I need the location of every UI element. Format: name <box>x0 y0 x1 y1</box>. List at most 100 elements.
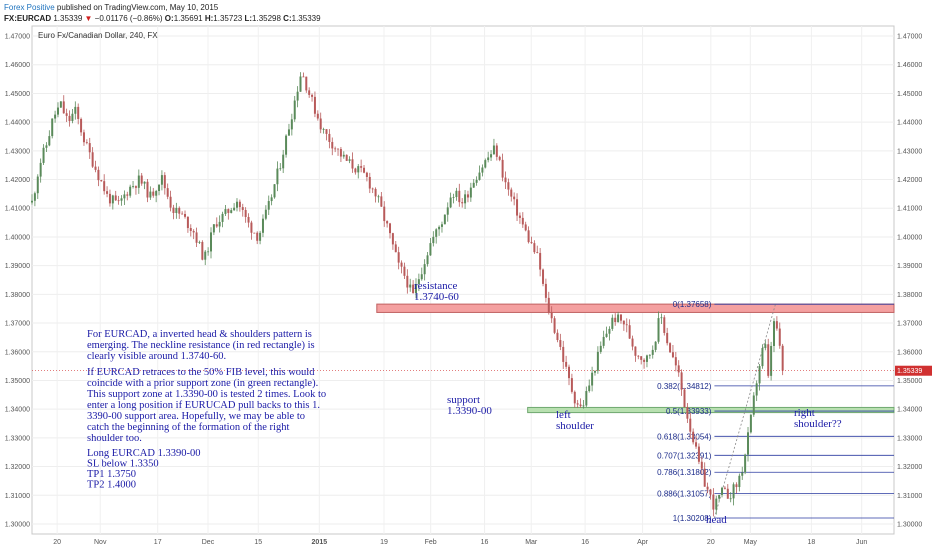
candle-body <box>469 187 472 198</box>
candle-body <box>77 106 80 119</box>
candle-body <box>160 175 163 185</box>
y-tick-label: 1.47000 <box>897 34 922 41</box>
candle-body <box>591 372 594 386</box>
candle-body <box>521 217 524 225</box>
y-tick-label: 1.43000 <box>897 148 922 155</box>
candle-body <box>305 76 308 91</box>
candle-body <box>706 486 709 490</box>
y-tick-label: 1.42000 <box>5 177 30 184</box>
candle-body <box>501 159 504 178</box>
candle-body <box>683 389 686 408</box>
candle-body <box>342 154 345 157</box>
last-price-tag <box>895 365 932 376</box>
candle-body <box>345 154 348 161</box>
candle-body <box>308 90 311 95</box>
candle-body <box>287 129 290 136</box>
candle-body <box>74 106 77 114</box>
candle-body <box>85 142 88 144</box>
y-tick-label: 1.39000 <box>5 263 30 270</box>
candle-body <box>354 168 357 173</box>
open-value: 1.35691 <box>173 14 203 23</box>
candle-body <box>443 214 446 225</box>
candle-body <box>56 107 59 115</box>
candle-body <box>325 129 328 134</box>
candle-body <box>328 133 331 142</box>
candle-body <box>570 378 573 392</box>
candle-body <box>31 200 33 203</box>
x-axis: 20 Nov 17 Dec 15 2015 19 Feb 16 Mar 16 Apr 20 May 18 Ju… <box>53 539 867 546</box>
candle-body <box>181 213 184 215</box>
candle-body <box>648 354 651 356</box>
candle-body <box>163 175 166 189</box>
analysis-note-pattern: For EURCAD, a inverted head & shoulders … <box>87 329 315 362</box>
candle-body <box>781 345 784 371</box>
y-tick-label: 1.36000 <box>5 349 30 356</box>
y-tick-label: 1.35000 <box>5 378 30 385</box>
candle-body <box>235 201 238 208</box>
y-tick-label: 1.33000 <box>897 435 922 442</box>
y-tick-label: 1.38000 <box>5 292 30 299</box>
candle-body <box>155 190 158 196</box>
y-tick-label: 1.39000 <box>897 263 922 270</box>
symbol-name: FX:EURCAD <box>4 14 52 23</box>
candle-body <box>212 224 215 233</box>
candle-body <box>718 494 721 499</box>
candle-body <box>588 385 591 392</box>
candle-body <box>749 414 752 433</box>
y-tick-label: 1.45000 <box>897 91 922 98</box>
author-link[interactable]: Forex Positive <box>4 3 55 12</box>
candle-body <box>472 182 475 188</box>
candle-body <box>311 94 314 97</box>
candle-body <box>533 243 536 253</box>
y-tick-label: 1.41000 <box>5 206 30 213</box>
candle-body <box>631 338 634 347</box>
candle-body <box>435 229 438 237</box>
candle-body <box>542 269 545 284</box>
candle-body <box>178 207 181 214</box>
candle-body <box>438 226 441 230</box>
candle-body <box>735 484 738 488</box>
x-tick-label: 15 <box>254 539 262 546</box>
x-tick-label: 19 <box>380 539 388 546</box>
candle-body <box>221 213 224 222</box>
candle-body <box>65 113 68 116</box>
candle-body <box>363 167 366 173</box>
y-tick-label: 1.40000 <box>897 234 922 241</box>
candle-body <box>565 361 568 367</box>
candle-body <box>504 177 507 183</box>
x-tick-label: 16 <box>481 539 489 546</box>
y-tick-label: 1.30000 <box>5 521 30 528</box>
y-tick-label: 1.37000 <box>897 321 922 328</box>
candle-body <box>48 136 51 146</box>
candle-body <box>481 167 484 173</box>
candle-body <box>550 312 553 319</box>
candle-body <box>111 195 114 204</box>
candle-body <box>253 232 256 234</box>
candle-body <box>351 159 354 169</box>
candle-body <box>68 115 71 122</box>
candle-body <box>100 180 103 182</box>
candle-body <box>299 76 302 92</box>
candle-body <box>666 332 669 344</box>
candle-body <box>732 484 735 499</box>
candle-body <box>579 404 582 407</box>
x-tick-label: 20 <box>53 539 61 546</box>
last-price: 1.35339 <box>53 14 83 23</box>
price-change: −0.01176 (−0.86%) <box>94 14 163 23</box>
candle-body <box>585 391 588 406</box>
y-tick-label: 1.32000 <box>897 464 922 471</box>
candle-body <box>507 182 510 190</box>
candle-body <box>302 76 305 78</box>
fibonacci-retracement: 0(1.37658) 0.382(1.34812) 0.5(1.33933) 0.61… <box>657 300 894 523</box>
low-label: L: <box>244 14 253 23</box>
candle-body <box>51 118 54 137</box>
support-zone <box>527 406 895 414</box>
candle-body <box>140 175 143 184</box>
candle-body <box>568 366 571 379</box>
y-tick-label: 1.37000 <box>5 321 30 328</box>
symbol-line: FX:EURCAD 1.35339 ▼ −0.01176 (−0.86%) O:… <box>4 14 321 23</box>
candle-body <box>233 207 236 211</box>
candle-body <box>36 176 39 194</box>
candle-body <box>452 197 455 198</box>
